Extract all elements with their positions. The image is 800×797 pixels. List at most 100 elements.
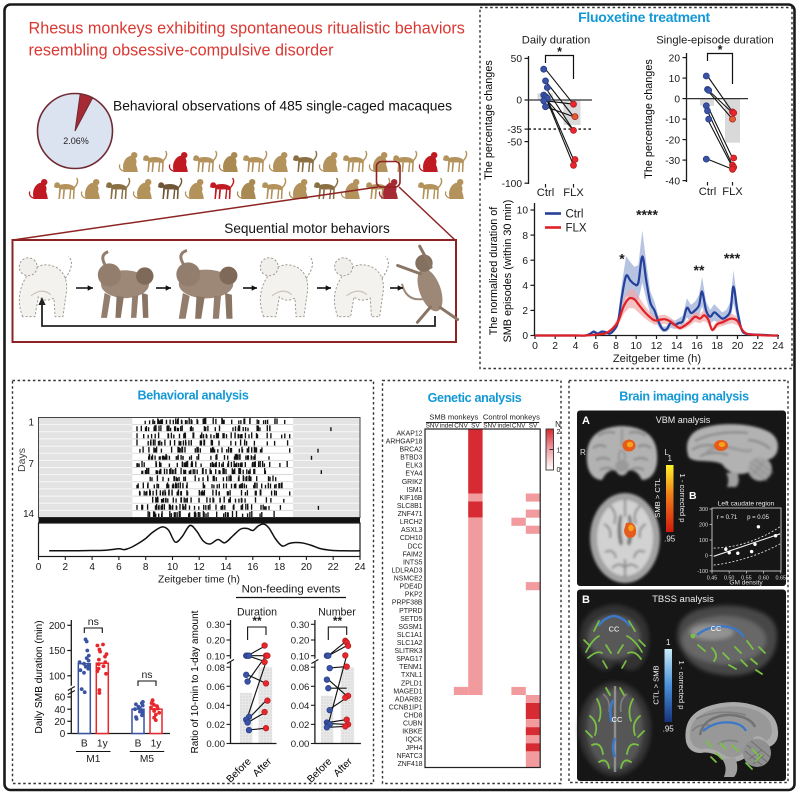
svg-text:2: 2 (557, 427, 561, 436)
svg-text:.95: .95 (664, 535, 676, 544)
svg-text:0.06: 0.06 (291, 682, 310, 693)
svg-text:Rhesus monkeys exhibiting spon: Rhesus monkeys exhibiting spontaneous ri… (29, 20, 465, 38)
svg-text:Zeitgeber time (h): Zeitgeber time (h) (613, 353, 702, 365)
svg-text:2.06%: 2.06% (63, 136, 89, 146)
svg-text:**: ** (333, 614, 343, 628)
svg-text:BTBD3: BTBD3 (400, 455, 422, 462)
svg-text:22: 22 (328, 562, 340, 573)
svg-text:1 - corrected p: 1 - corrected p (677, 661, 686, 710)
svg-text:20: 20 (669, 53, 681, 64)
svg-text:0.02: 0.02 (206, 720, 225, 731)
svg-text:ISM1: ISM1 (406, 487, 422, 494)
svg-text:VBM analysis: VBM analysis (656, 415, 711, 425)
svg-text:0.45: 0.45 (707, 576, 718, 582)
svg-text:1y: 1y (151, 739, 163, 750)
svg-text:TXNL1: TXNL1 (401, 672, 423, 679)
svg-text:B: B (582, 594, 590, 606)
svg-text:1: 1 (666, 638, 671, 647)
svg-text:R: R (580, 448, 586, 457)
svg-text:0.04: 0.04 (206, 701, 225, 712)
svg-text:0.60: 0.60 (758, 576, 769, 582)
svg-text:4: 4 (89, 562, 95, 573)
svg-text:Genetic analysis: Genetic analysis (428, 391, 522, 405)
svg-text:Behavioral analysis: Behavioral analysis (138, 389, 249, 403)
svg-text:4: 4 (522, 281, 528, 292)
svg-text:FLX: FLX (566, 223, 587, 235)
svg-text:16: 16 (691, 341, 703, 352)
svg-text:AKAP12: AKAP12 (396, 430, 422, 437)
svg-text:ASXL3: ASXL3 (401, 527, 423, 534)
svg-text:JPH4: JPH4 (406, 745, 423, 752)
svg-text:BRCA2: BRCA2 (400, 447, 423, 454)
svg-text:EYA4: EYA4 (405, 471, 422, 478)
svg-text:CNV: CNV (512, 422, 526, 429)
svg-text:*: * (718, 43, 723, 57)
svg-text:-20: -20 (665, 135, 680, 146)
svg-text:B: B (81, 739, 88, 750)
svg-text:PTPRD: PTPRD (399, 608, 422, 615)
svg-text:GRIK2: GRIK2 (402, 479, 423, 486)
svg-text:-10: -10 (665, 115, 680, 126)
svg-text:0.08: 0.08 (291, 663, 310, 674)
svg-text:SV: SV (471, 422, 480, 429)
svg-text:SMB > CTL: SMB > CTL (653, 478, 662, 517)
svg-text:CDH10: CDH10 (400, 535, 423, 542)
svg-text:1: 1 (557, 446, 561, 455)
svg-text:4: 4 (573, 341, 579, 352)
svg-text:The normalized duration of: The normalized duration of (488, 206, 500, 335)
svg-text:12: 12 (194, 562, 206, 573)
svg-text:PKP2: PKP2 (405, 592, 423, 599)
svg-text:Fluoxetine treatment: Fluoxetine treatment (578, 9, 710, 25)
svg-text:12: 12 (651, 341, 663, 352)
svg-text:Days: Days (16, 448, 28, 472)
svg-text:Brain imaging analysis: Brain imaging analysis (619, 390, 749, 404)
svg-text:SGSM1: SGSM1 (398, 624, 422, 631)
svg-text:0.20: 0.20 (206, 636, 225, 647)
svg-text:**: ** (694, 262, 705, 278)
svg-text:8: 8 (613, 341, 619, 352)
svg-text:ZNF418: ZNF418 (398, 761, 423, 768)
svg-text:MAGED1: MAGED1 (393, 688, 422, 695)
svg-text:0.04: 0.04 (291, 701, 310, 712)
svg-text:6: 6 (116, 562, 122, 573)
svg-text:0.20: 0.20 (291, 636, 310, 647)
svg-text:SMB episodes (within 30 min): SMB episodes (within 30 min) (502, 200, 514, 343)
svg-text:Ctrl: Ctrl (566, 209, 584, 221)
svg-text:FLX: FLX (563, 187, 584, 199)
svg-text:24: 24 (354, 562, 366, 573)
svg-text:2: 2 (552, 341, 558, 352)
svg-text:18: 18 (274, 562, 286, 573)
svg-text:B: B (689, 490, 697, 502)
svg-text:SETD5: SETD5 (400, 616, 422, 623)
svg-text:24: 24 (772, 341, 784, 352)
svg-text:8: 8 (143, 562, 149, 573)
svg-text:ZPLD1: ZPLD1 (401, 680, 423, 687)
svg-text:SNV: SNV (483, 422, 497, 429)
svg-text:Behavioral observations of 485: Behavioral observations of 485 single-ca… (113, 99, 452, 114)
svg-text:The percentage changes: The percentage changes (483, 60, 495, 180)
svg-text:SMB monkeys: SMB monkeys (429, 413, 478, 422)
svg-text:CC: CC (609, 625, 620, 634)
svg-text:The percentage changes: The percentage changes (643, 59, 655, 179)
svg-text:SLITRK3: SLITRK3 (395, 648, 423, 655)
svg-text:TBSS analysis: TBSS analysis (652, 594, 714, 605)
svg-text:0: 0 (532, 341, 538, 352)
svg-text:SV: SV (529, 422, 538, 429)
svg-text:200: 200 (699, 523, 708, 529)
svg-text:1 - corrected p: 1 - corrected p (678, 474, 687, 523)
svg-text:10: 10 (630, 341, 642, 352)
svg-text:-50: -50 (507, 137, 522, 148)
svg-text:0.30: 0.30 (206, 620, 225, 631)
svg-text:IKBKE: IKBKE (402, 729, 423, 736)
svg-text:r = 0.71: r = 0.71 (717, 515, 738, 521)
svg-text:SLC1A1: SLC1A1 (397, 632, 423, 639)
svg-text:150: 150 (49, 646, 66, 657)
svg-text:2: 2 (63, 562, 69, 573)
svg-text:L: L (665, 448, 670, 457)
svg-text:16: 16 (247, 562, 259, 573)
svg-text:DCC: DCC (408, 543, 423, 550)
svg-text:Number: Number (318, 607, 356, 619)
svg-text:CC: CC (612, 715, 623, 724)
svg-text:100: 100 (49, 671, 66, 682)
svg-text:CC: CC (711, 624, 722, 633)
